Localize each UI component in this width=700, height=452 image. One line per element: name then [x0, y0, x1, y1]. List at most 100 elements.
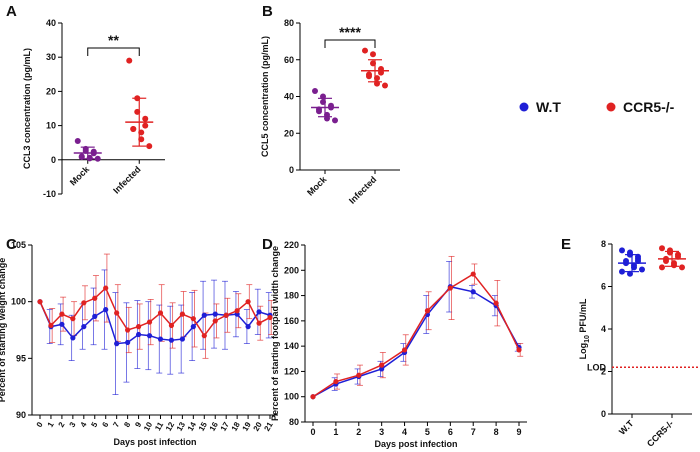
data-point	[639, 266, 645, 273]
data-point	[94, 155, 101, 162]
data-point	[516, 347, 522, 353]
data-point	[168, 337, 175, 343]
data-point	[312, 87, 318, 94]
y-tick-label: 95	[16, 353, 26, 363]
y-tick-label: 4	[601, 324, 606, 334]
data-point	[130, 126, 137, 133]
x-tick-label: 18	[230, 420, 243, 433]
data-point	[81, 324, 87, 330]
data-point	[316, 108, 322, 115]
x-tick-label: 6	[448, 427, 453, 437]
y-tick-label: 6	[601, 282, 606, 292]
x-tick-label: 0	[35, 420, 45, 429]
y-axis-title: CCL3 concentration (pg/mL)	[22, 48, 32, 169]
x-tick-label: 8	[494, 427, 499, 437]
y-axis-title: Log10 PFU/mL	[578, 298, 591, 359]
x-tick-label: 5	[425, 427, 430, 437]
x-tick-label: Mock	[305, 174, 329, 198]
y-tick-label: 80	[284, 18, 294, 28]
data-point	[201, 333, 207, 339]
y-tick-label: 100	[11, 297, 26, 307]
x-tick-label: 20	[252, 420, 265, 433]
data-point	[332, 117, 338, 124]
data-point	[212, 318, 218, 324]
data-point	[37, 299, 43, 305]
panel-letter: A	[6, 3, 17, 20]
data-point	[190, 324, 196, 330]
x-tick-label: 7	[471, 427, 476, 437]
y-tick-label: 0	[51, 155, 56, 165]
data-point	[627, 270, 633, 277]
panel-d: D 80 100 120 140 160 180 200 220 0 1 2 3 4 5 6 7 8 9 Percen…	[262, 236, 527, 449]
data-point	[74, 137, 81, 144]
y-tick-label: 10	[46, 121, 56, 131]
data-point	[126, 57, 133, 64]
data-point	[356, 372, 362, 378]
y-tick-label: 180	[284, 291, 299, 301]
y-tick-label: 220	[284, 240, 299, 250]
series-line	[39, 301, 271, 345]
x-tick-label: 1	[333, 427, 338, 437]
x-tick-label: Mock	[68, 163, 92, 187]
data-point	[103, 307, 109, 313]
data-point	[267, 314, 273, 321]
y-axis-title: CCL5 concentration (pg/mL)	[260, 36, 270, 157]
legend-label: W.T	[536, 99, 561, 115]
x-tick-label: 1	[46, 420, 56, 429]
significance-bracket	[324, 39, 376, 48]
panel-letter: B	[262, 3, 273, 20]
legend: W.T CCR5-/-	[519, 99, 675, 115]
data-point	[157, 310, 164, 316]
x-tick-label: Infected	[111, 164, 142, 195]
y-tick-label: 105	[11, 240, 26, 250]
y-tick-label: 0	[601, 409, 606, 419]
series-line	[39, 286, 271, 337]
data-point	[142, 122, 149, 129]
x-tick-label: 4	[402, 427, 407, 437]
x-tick-label: 9	[133, 420, 143, 429]
data-point	[679, 264, 685, 271]
data-point	[70, 335, 76, 341]
panel-letter: D	[262, 236, 273, 253]
data-point	[379, 366, 385, 372]
data-point	[125, 339, 131, 346]
y-tick-label: 0	[289, 165, 294, 175]
x-tick-label: 13	[175, 420, 188, 433]
x-tick-label: 2	[57, 420, 67, 429]
data-point	[333, 378, 339, 385]
data-point	[245, 324, 251, 330]
data-point	[114, 310, 120, 316]
x-tick-label: 5	[89, 420, 99, 429]
data-point	[256, 309, 262, 315]
series-line	[312, 273, 520, 398]
y-tick-label: 2	[601, 367, 606, 377]
x-tick-label: 10	[142, 420, 155, 433]
y-tick-label: 200	[284, 265, 299, 275]
significance-label: **	[108, 32, 119, 48]
data-point	[92, 313, 98, 319]
data-point	[59, 321, 65, 327]
data-point	[179, 311, 185, 317]
y-tick-label: 100	[284, 392, 299, 402]
panel-a: A -10 0 10 20 30 40 Mock Infected CCL3 concentrat…	[6, 3, 165, 199]
data-point	[424, 308, 431, 314]
y-tick-label: 20	[284, 128, 294, 138]
data-point	[114, 341, 120, 347]
data-point	[168, 322, 175, 329]
x-tick-label: 14	[186, 420, 199, 433]
y-tick-label: 60	[284, 55, 294, 65]
data-point	[382, 82, 388, 89]
y-tick-label: 90	[16, 410, 26, 420]
data-point	[256, 320, 262, 326]
x-tick-label: 9	[516, 427, 521, 437]
data-point	[379, 362, 385, 368]
data-point	[125, 327, 131, 333]
x-tick-label: 3	[379, 427, 384, 437]
x-tick-label: 16	[208, 420, 221, 433]
data-point	[234, 308, 240, 314]
data-point	[70, 316, 76, 322]
data-point	[146, 333, 153, 339]
data-point	[157, 336, 164, 342]
data-point	[310, 394, 316, 400]
